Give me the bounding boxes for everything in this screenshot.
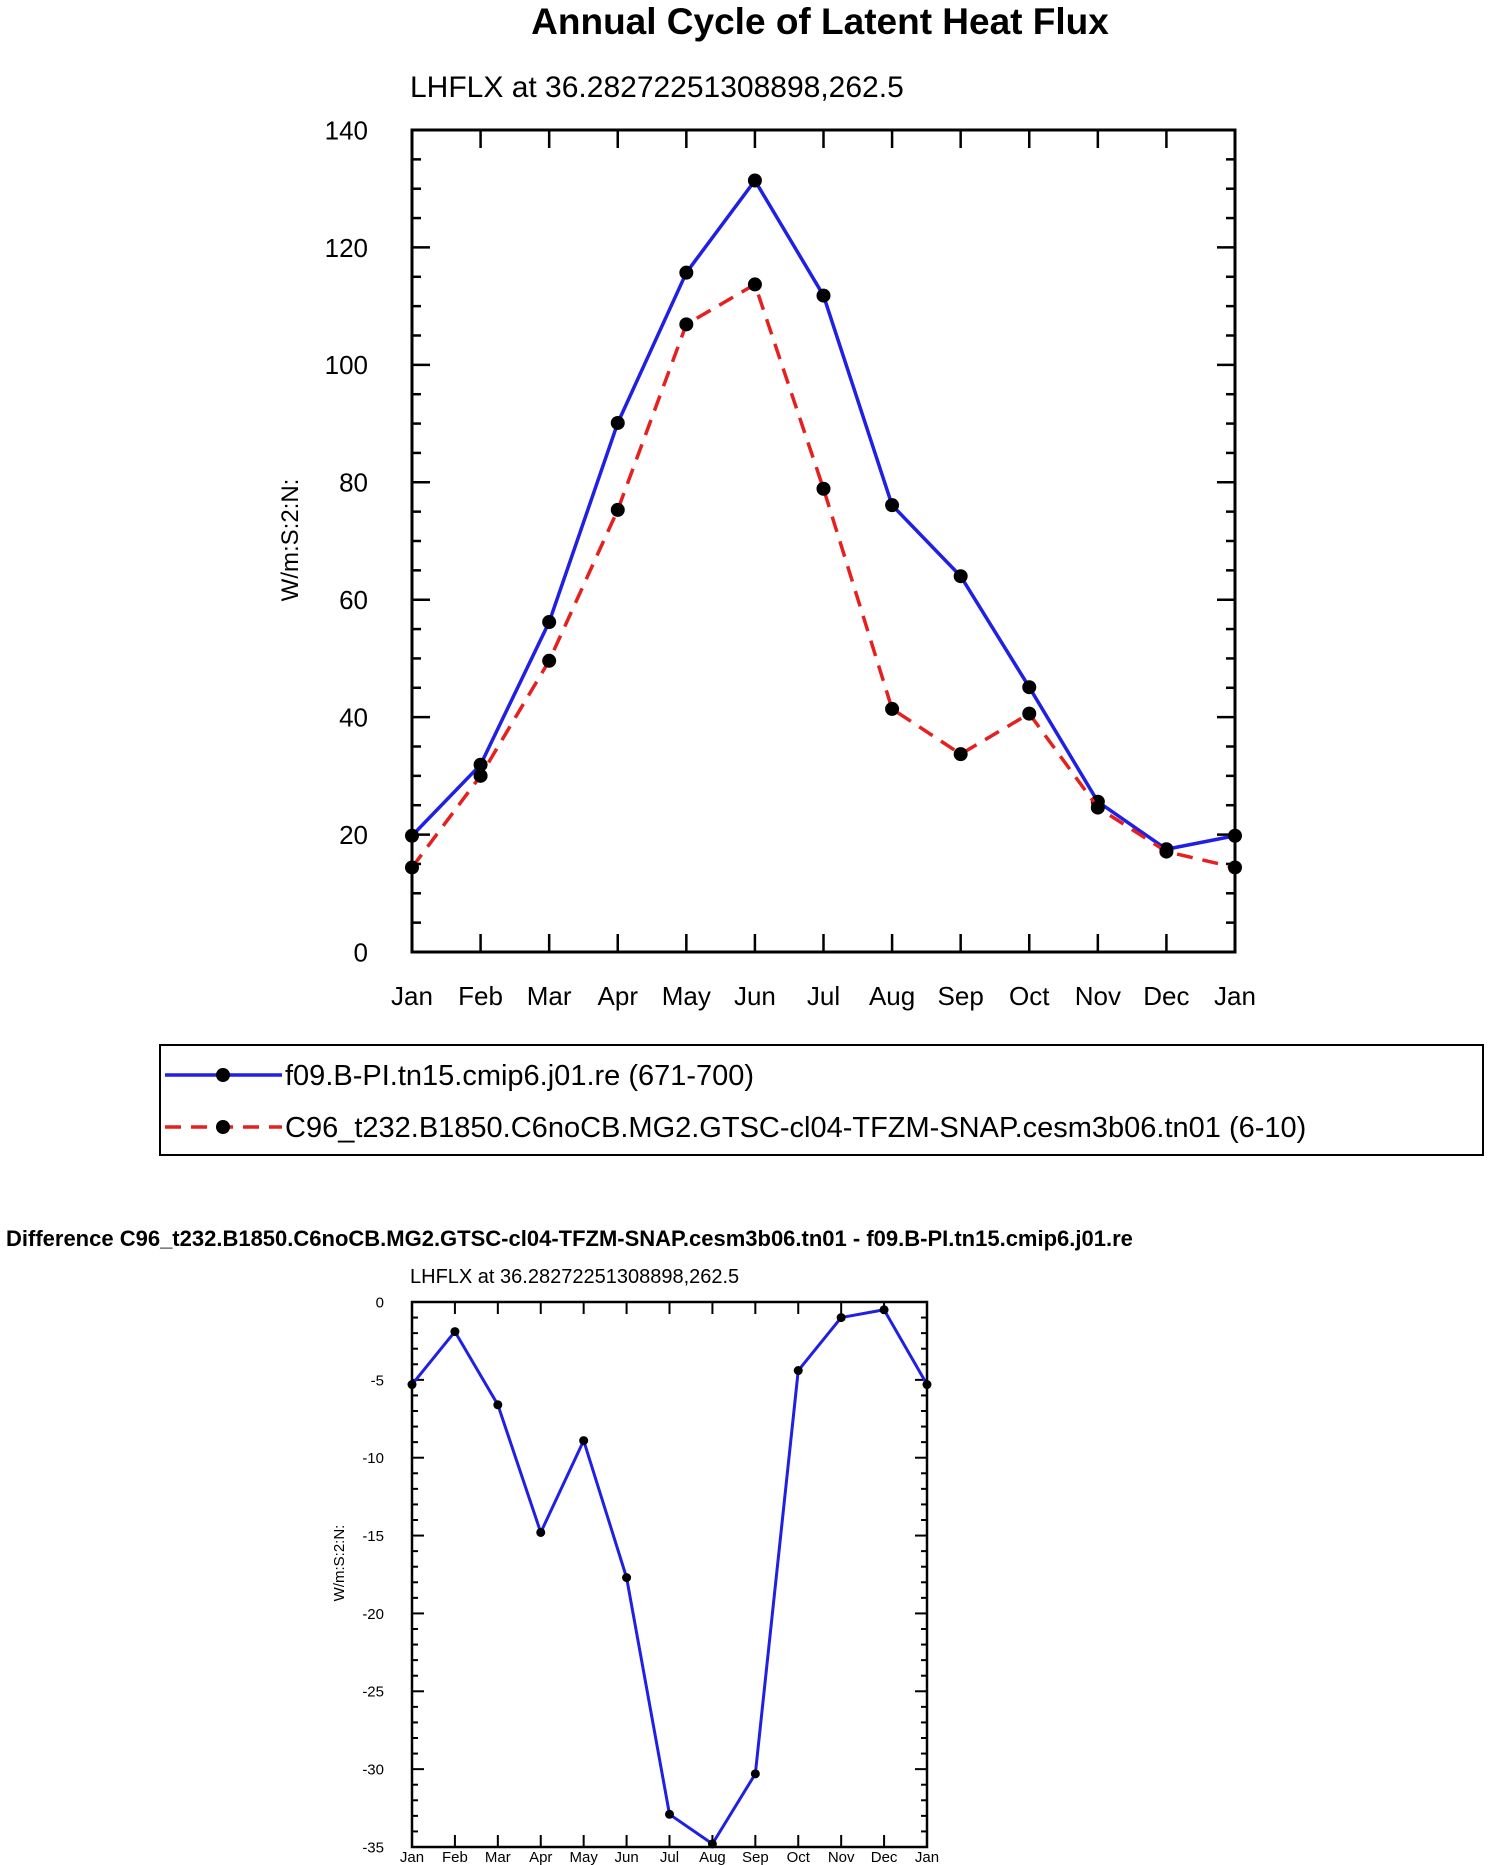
data-point <box>747 277 762 292</box>
chart1-ylabel: W/m:S:2:N: <box>277 479 304 602</box>
data-point <box>750 1769 760 1779</box>
y-tick-label: 0 <box>354 937 368 967</box>
data-point <box>793 1366 803 1376</box>
x-tick-label: Nov <box>1075 981 1121 1011</box>
y-tick-label: 60 <box>339 585 368 615</box>
x-tick-label: Mar <box>527 981 572 1011</box>
series-line-0 <box>410 178 1236 851</box>
x-tick-label: Jan <box>391 981 433 1011</box>
y-tick-label: 0 <box>376 1294 384 1311</box>
data-point <box>1022 680 1037 695</box>
x-tick-label: Dec <box>871 1849 898 1865</box>
data-point <box>610 415 625 430</box>
difference-chart: Difference C96_t232.B1850.C6noCB.MG2.GTS… <box>6 1226 1133 1865</box>
data-point <box>610 502 625 517</box>
data-point <box>679 265 694 280</box>
data-point <box>885 498 900 513</box>
data-point <box>407 1380 417 1390</box>
x-tick-label: Nov <box>828 1849 855 1865</box>
data-point <box>816 288 831 303</box>
y-tick-label: -25 <box>362 1684 384 1701</box>
x-tick-label: Jun <box>734 981 776 1011</box>
legend-marker-0 <box>216 1068 230 1082</box>
data-point <box>836 1313 846 1323</box>
x-tick-label: Feb <box>442 1849 468 1865</box>
data-point <box>879 1305 889 1315</box>
data-point <box>1022 706 1037 721</box>
x-tick-label: Oct <box>1009 981 1050 1011</box>
chart2-title: Difference C96_t232.B1850.C6noCB.MG2.GTS… <box>6 1226 1133 1251</box>
x-tick-label: Jun <box>614 1849 638 1865</box>
data-point <box>542 615 557 630</box>
series-line-0 <box>410 1308 929 1846</box>
y-tick-label: -10 <box>362 1450 384 1467</box>
x-tick-label: Jan <box>400 1849 424 1865</box>
x-tick-label: Jan <box>915 1849 939 1865</box>
data-point <box>493 1400 503 1410</box>
chart2-ylabel: W/m:S:2:N: <box>331 1525 348 1602</box>
chart1-title: Annual Cycle of Latent Heat Flux <box>531 1 1109 42</box>
y-tick-label: -5 <box>371 1372 384 1389</box>
y-tick-label: -35 <box>362 1839 384 1856</box>
chart2-subtitle: LHFLX at 36.28272251308898,262.5 <box>410 1266 739 1288</box>
data-point <box>579 1436 589 1446</box>
legend-label-0: f09.B-PI.tn15.cmip6.j01.re (671-700) <box>285 1060 754 1092</box>
x-tick-label: Feb <box>458 981 503 1011</box>
data-point <box>536 1527 546 1537</box>
data-point <box>953 747 968 762</box>
x-tick-label: Jul <box>807 981 840 1011</box>
data-point <box>922 1380 932 1390</box>
y-tick-label: 140 <box>325 115 368 145</box>
data-point <box>622 1573 632 1583</box>
data-point <box>747 173 762 188</box>
x-tick-label: May <box>569 1849 598 1865</box>
x-tick-label: May <box>662 981 711 1011</box>
y-tick-label: 120 <box>325 233 368 263</box>
data-point <box>1228 860 1242 875</box>
x-tick-label: Apr <box>529 1849 552 1865</box>
data-point <box>450 1327 460 1337</box>
x-tick-label: Apr <box>598 981 639 1011</box>
y-tick-label: 80 <box>339 468 368 498</box>
chart1-plot-frame <box>410 128 1237 954</box>
data-point <box>665 1809 674 1819</box>
legend-frame <box>159 1044 1484 1156</box>
data-point <box>885 701 900 716</box>
legend-marker-1 <box>216 1120 230 1134</box>
data-point <box>1090 800 1105 815</box>
data-point <box>405 828 419 843</box>
data-point <box>1228 828 1242 843</box>
legend-label-1: C96_t232.B1850.C6noCB.MG2.GTSC-cl04-TFZM… <box>285 1112 1306 1144</box>
y-tick-label: 20 <box>339 820 368 850</box>
chart1-legend: f09.B-PI.tn15.cmip6.j01.re (671-700) C96_… <box>159 1044 1484 1156</box>
data-point <box>679 317 694 332</box>
chart2-plot-frame <box>410 1300 929 1849</box>
x-tick-label: Mar <box>485 1849 511 1865</box>
y-tick-label: -15 <box>362 1528 384 1545</box>
data-point <box>953 569 968 584</box>
series-line-1 <box>410 282 1236 870</box>
y-tick-label: 40 <box>339 703 368 733</box>
data-point <box>473 768 488 783</box>
chart1-subtitle: LHFLX at 36.28272251308898,262.5 <box>410 71 904 104</box>
y-tick-label: -30 <box>362 1762 384 1779</box>
data-point <box>707 1839 717 1849</box>
data-point <box>1159 844 1174 859</box>
x-tick-label: Sep <box>938 981 984 1011</box>
x-tick-label: Jul <box>660 1849 679 1865</box>
data-point <box>405 860 419 875</box>
x-tick-label: Oct <box>787 1849 811 1865</box>
data-point <box>473 757 488 772</box>
y-tick-label: -20 <box>362 1606 384 1623</box>
x-tick-label: Aug <box>869 981 915 1011</box>
data-point <box>542 653 557 668</box>
data-point <box>816 481 831 496</box>
x-tick-label: Jan <box>1214 981 1256 1011</box>
x-tick-label: Sep <box>742 1849 769 1865</box>
x-tick-label: Aug <box>699 1849 726 1865</box>
annual-cycle-chart: Annual Cycle of Latent Heat Flux LHFLX a… <box>159 1 1484 1156</box>
y-tick-label: 100 <box>325 350 368 380</box>
x-tick-label: Dec <box>1143 981 1189 1011</box>
